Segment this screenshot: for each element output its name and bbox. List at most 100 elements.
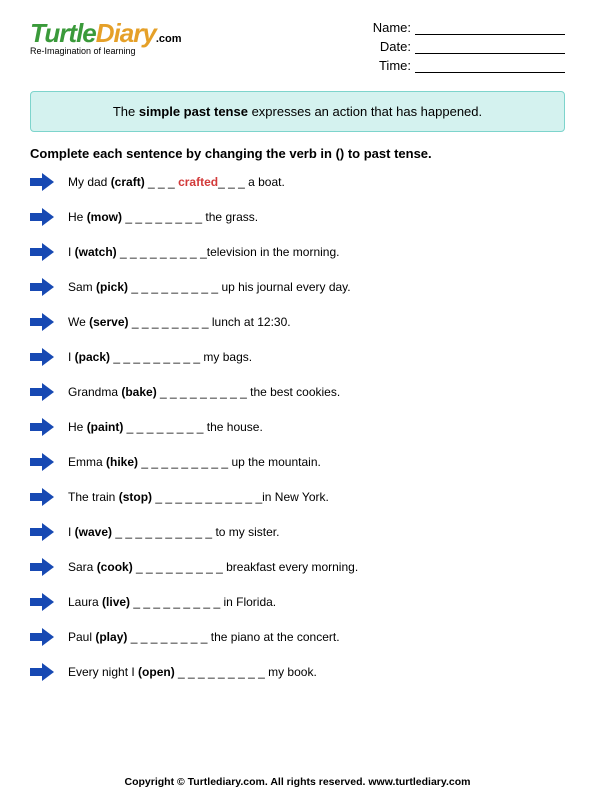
sentence: Paul (play) _ _ _ _ _ _ _ _ the piano at… <box>68 630 565 644</box>
blank: _ _ _ _ _ _ _ _ _ <box>110 350 203 364</box>
arrow-icon <box>30 628 54 646</box>
verb: (pack) <box>75 350 110 364</box>
sentence-post: the house. <box>207 420 263 434</box>
verb: (cook) <box>97 560 133 574</box>
sentence: The train (stop) _ _ _ _ _ _ _ _ _ _ _in… <box>68 490 565 504</box>
sentence-post: my bags. <box>203 350 252 364</box>
name-blank <box>415 34 565 35</box>
info-bold: simple past tense <box>139 104 248 119</box>
sentence-post: _ _ _ a boat. <box>218 175 285 189</box>
sentence-post: breakfast every morning. <box>226 560 358 574</box>
sentence-pre: The train <box>68 490 119 504</box>
question-item: The train (stop) _ _ _ _ _ _ _ _ _ _ _in… <box>30 488 565 506</box>
verb: (craft) <box>111 175 145 189</box>
sentence: We (serve) _ _ _ _ _ _ _ _ lunch at 12:3… <box>68 315 565 329</box>
sentence-post: in New York. <box>262 490 329 504</box>
blank: _ _ _ _ _ _ _ _ <box>127 630 210 644</box>
sentence: Every night I (open) _ _ _ _ _ _ _ _ _ m… <box>68 665 565 679</box>
sentence-post: television in the morning. <box>207 245 340 259</box>
arrow-icon <box>30 418 54 436</box>
blank: _ _ _ _ _ _ _ _ _ <box>175 665 268 679</box>
sentence-pre: We <box>68 315 89 329</box>
logo-dotcom: .com <box>156 33 182 45</box>
sentence-post: up his journal every day. <box>221 280 350 294</box>
arrow-icon <box>30 488 54 506</box>
sentence-pre: I <box>68 245 75 259</box>
sentence-pre: Sam <box>68 280 96 294</box>
blank: _ _ _ _ _ _ _ _ _ <box>138 455 231 469</box>
sentence-pre: My dad <box>68 175 111 189</box>
question-item: He (paint) _ _ _ _ _ _ _ _ the house. <box>30 418 565 436</box>
question-item: Sam (pick) _ _ _ _ _ _ _ _ _ up his jour… <box>30 278 565 296</box>
verb: (pick) <box>96 280 128 294</box>
instructions: Complete each sentence by changing the v… <box>30 146 565 161</box>
arrow-icon <box>30 243 54 261</box>
question-list: My dad (craft) _ _ _ crafted_ _ _ a boat… <box>30 173 565 681</box>
blank: _ _ _ <box>145 175 178 189</box>
logo-word1: Turtle <box>30 18 96 48</box>
arrow-icon <box>30 383 54 401</box>
sentence-pre: He <box>68 210 87 224</box>
question-item: I (pack) _ _ _ _ _ _ _ _ _ my bags. <box>30 348 565 366</box>
question-item: Laura (live) _ _ _ _ _ _ _ _ _ in Florid… <box>30 593 565 611</box>
sentence-post: lunch at 12:30. <box>212 315 291 329</box>
logo-word2: Diary <box>96 18 156 48</box>
blank: _ _ _ _ _ _ _ _ _ _ <box>112 525 215 539</box>
blank: _ _ _ _ _ _ _ _ <box>122 210 205 224</box>
arrow-icon <box>30 593 54 611</box>
verb: (watch) <box>75 245 117 259</box>
sentence: My dad (craft) _ _ _ crafted_ _ _ a boat… <box>68 175 565 189</box>
sentence-post: in Florida. <box>223 595 276 609</box>
question-item: Emma (hike) _ _ _ _ _ _ _ _ _ up the mou… <box>30 453 565 471</box>
answer: crafted <box>178 175 218 189</box>
verb: (play) <box>95 630 127 644</box>
header: TurtleDiary.com Re-Imagination of learni… <box>30 20 565 77</box>
sentence-post: up the mountain. <box>231 455 320 469</box>
sentence: I (pack) _ _ _ _ _ _ _ _ _ my bags. <box>68 350 565 364</box>
arrow-icon <box>30 453 54 471</box>
info-pre: The <box>113 104 139 119</box>
sentence: Emma (hike) _ _ _ _ _ _ _ _ _ up the mou… <box>68 455 565 469</box>
sentence-post: to my sister. <box>215 525 279 539</box>
question-item: I (wave) _ _ _ _ _ _ _ _ _ _ to my siste… <box>30 523 565 541</box>
question-item: Grandma (bake) _ _ _ _ _ _ _ _ _ the bes… <box>30 383 565 401</box>
question-item: Paul (play) _ _ _ _ _ _ _ _ the piano at… <box>30 628 565 646</box>
arrow-icon <box>30 208 54 226</box>
sentence-pre: Sara <box>68 560 97 574</box>
verb: (stop) <box>119 490 152 504</box>
info-post: expresses an action that has happened. <box>248 104 482 119</box>
sentence: He (mow) _ _ _ _ _ _ _ _ the grass. <box>68 210 565 224</box>
sentence: Laura (live) _ _ _ _ _ _ _ _ _ in Florid… <box>68 595 565 609</box>
arrow-icon <box>30 348 54 366</box>
sentence: I (wave) _ _ _ _ _ _ _ _ _ _ to my siste… <box>68 525 565 539</box>
sentence: I (watch) _ _ _ _ _ _ _ _ _television in… <box>68 245 565 259</box>
sentence-pre: He <box>68 420 87 434</box>
info-box: The simple past tense expresses an actio… <box>30 91 565 132</box>
date-label: Date: <box>380 39 411 54</box>
verb: (bake) <box>121 385 156 399</box>
sentence: Grandma (bake) _ _ _ _ _ _ _ _ _ the bes… <box>68 385 565 399</box>
arrow-icon <box>30 313 54 331</box>
sentence-pre: Laura <box>68 595 102 609</box>
blank: _ _ _ _ _ _ _ _ <box>128 315 211 329</box>
verb: (mow) <box>87 210 122 224</box>
arrow-icon <box>30 663 54 681</box>
sentence-post: my book. <box>268 665 317 679</box>
name-label: Name: <box>373 20 411 35</box>
sentence-pre: Paul <box>68 630 95 644</box>
blank: _ _ _ _ _ _ _ _ _ <box>157 385 250 399</box>
question-item: He (mow) _ _ _ _ _ _ _ _ the grass. <box>30 208 565 226</box>
time-blank <box>415 72 565 73</box>
sentence-post: the grass. <box>205 210 258 224</box>
question-item: My dad (craft) _ _ _ crafted_ _ _ a boat… <box>30 173 565 191</box>
sentence-pre: Every night I <box>68 665 138 679</box>
footer: Copyright © Turtlediary.com. All rights … <box>0 776 595 788</box>
verb: (open) <box>138 665 175 679</box>
time-label: Time: <box>379 58 411 73</box>
question-item: Sara (cook) _ _ _ _ _ _ _ _ _ breakfast … <box>30 558 565 576</box>
verb: (serve) <box>89 315 128 329</box>
blank: _ _ _ _ _ _ _ _ _ <box>117 245 207 259</box>
question-item: Every night I (open) _ _ _ _ _ _ _ _ _ m… <box>30 663 565 681</box>
sentence-post: the best cookies. <box>250 385 340 399</box>
blank: _ _ _ _ _ _ _ _ <box>123 420 206 434</box>
